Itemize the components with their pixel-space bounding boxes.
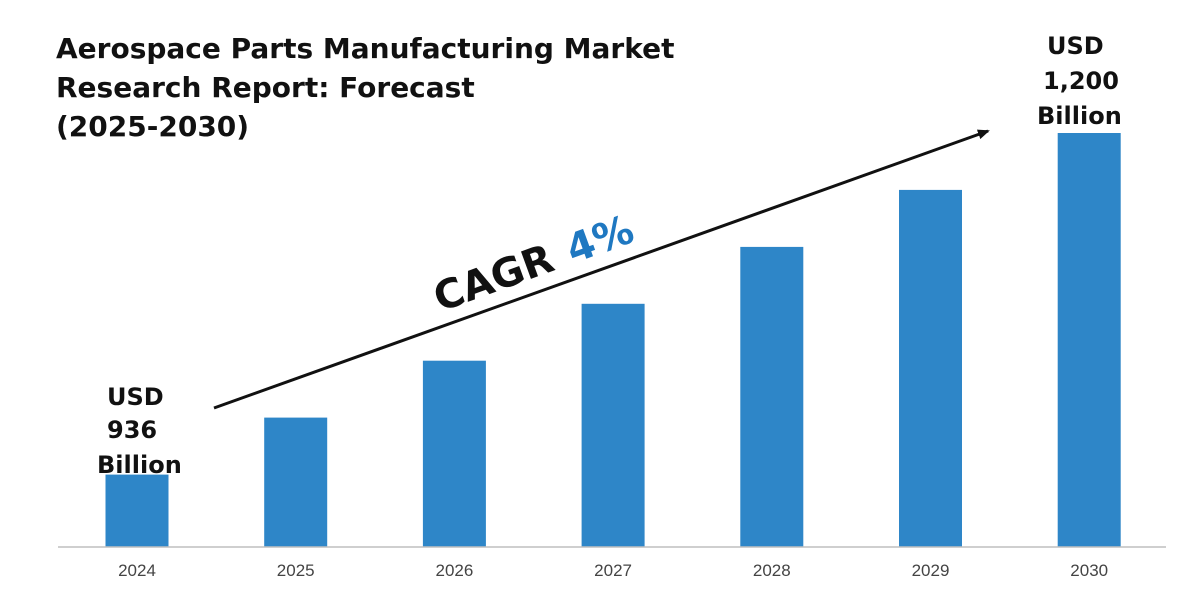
chart-title-line-2: Research Report: Forecast: [56, 71, 475, 104]
x-tick-label-2029: 2029: [912, 561, 950, 580]
start-value-annotation: USD 936 Billion: [97, 383, 182, 479]
bar-2027: [581, 303, 645, 547]
chart-title-line-1: Aerospace Parts Manufacturing Market: [56, 32, 674, 65]
trend-arrow: [213, 129, 990, 410]
bar-2025: [264, 417, 328, 547]
cagr-value: 4%: [560, 207, 640, 273]
bar-2028: [740, 246, 804, 547]
bar-2029: [899, 189, 962, 547]
bar-2026: [422, 360, 486, 547]
x-axis-ticks: 2024 2025 2026 2027 2028 2029 2030: [118, 561, 1108, 580]
x-tick-label-2026: 2026: [435, 561, 473, 580]
end-annotation-line-3: Billion: [1037, 102, 1122, 130]
bar-2030: [1057, 133, 1121, 547]
end-value-annotation: USD 1,200 Billion: [1037, 32, 1122, 130]
end-annotation-line-1: USD: [1047, 32, 1104, 60]
x-tick-label-2030: 2030: [1070, 561, 1108, 580]
x-tick-label-2028: 2028: [753, 561, 791, 580]
end-annotation-line-2: 1,200: [1043, 67, 1119, 95]
x-tick-label-2027: 2027: [594, 561, 632, 580]
x-tick-label-2025: 2025: [277, 561, 315, 580]
start-annotation-line-1: USD: [107, 383, 164, 411]
chart-title: Aerospace Parts Manufacturing Market Res…: [56, 32, 674, 143]
bar-2024: [105, 474, 169, 548]
bar-series: [105, 133, 1121, 548]
start-annotation-line-2: 936: [107, 416, 157, 444]
start-annotation-line-3: Billion: [97, 451, 182, 479]
x-tick-label-2024: 2024: [118, 561, 156, 580]
chart-title-line-3: (2025-2030): [56, 110, 249, 143]
